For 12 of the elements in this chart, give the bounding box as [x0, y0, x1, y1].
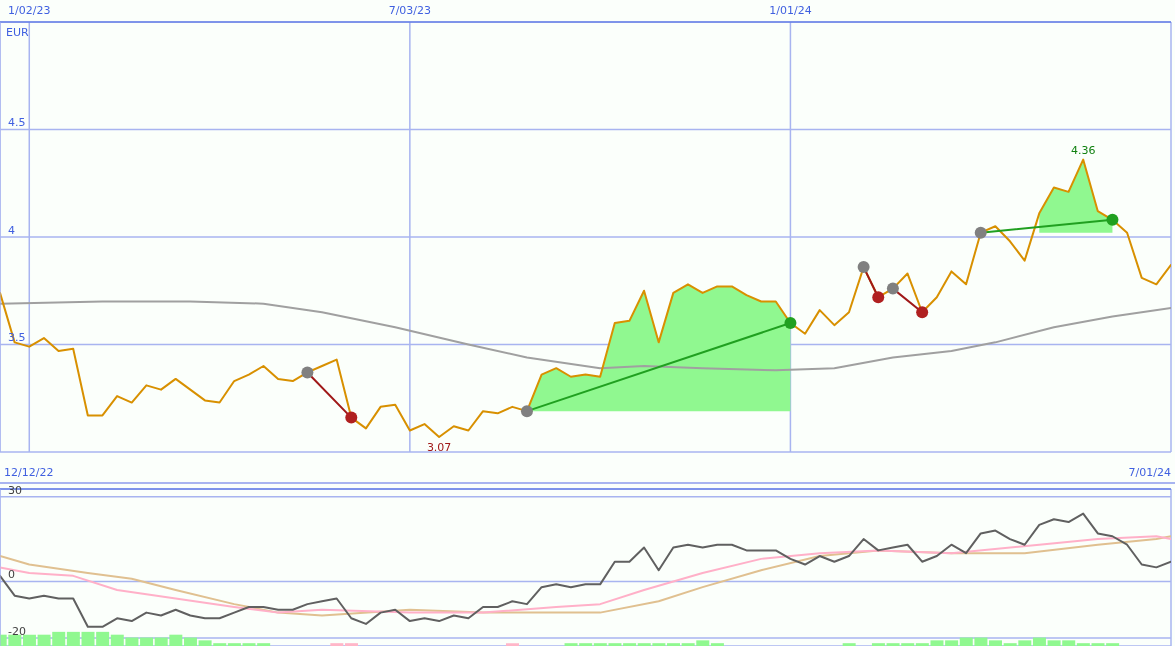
- text: 7/01/24: [1127, 466, 1172, 481]
- annotation: 3.07: [426, 440, 452, 454]
- x-tick-label: 7/03/23: [388, 4, 432, 17]
- x-tick-label: 1/01/24: [769, 4, 812, 17]
- x-tick-label: 1/02/23: [8, 4, 51, 17]
- y-tick-label: 0: [8, 568, 15, 582]
- y-axis-title: EUR: [6, 25, 29, 39]
- y-tick-label: 4: [8, 223, 15, 237]
- annotation: 4.36: [1070, 143, 1096, 157]
- text: 12/12/22: [3, 466, 55, 481]
- y-tick-label: 4.5: [8, 116, 26, 130]
- y-tick-label: -20: [8, 624, 26, 638]
